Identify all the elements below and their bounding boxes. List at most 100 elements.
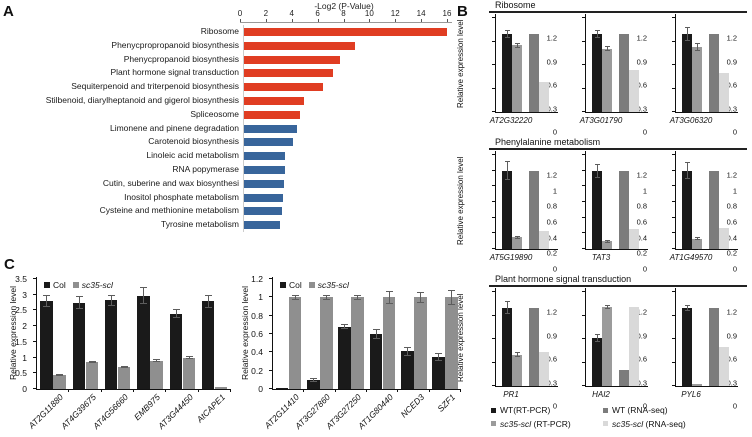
pathway-label: Linoleic acid metabolism [146, 150, 239, 161]
y-axis-tickmark [672, 385, 675, 386]
y-axis-tickmark [582, 314, 585, 316]
y-axis-tickmark [33, 340, 36, 342]
bar [619, 170, 629, 249]
error-bar [694, 43, 700, 51]
pathway-bar [244, 221, 281, 230]
y-axis-tick-label: 0.3 [546, 378, 557, 387]
bar [414, 297, 427, 389]
y-axis-tick-label: 1.2 [636, 170, 647, 180]
bar [692, 46, 702, 112]
y-axis-tick-label: 0.4 [636, 233, 647, 243]
y-axis-tick-label: 0 [732, 127, 737, 137]
plot-area [582, 14, 648, 113]
error-bar-cap [56, 373, 64, 375]
error-bar [204, 295, 212, 308]
x-axis-tick-label: 12 [390, 9, 400, 18]
y-axis-tick-label: 0.3 [726, 104, 737, 113]
bar [320, 297, 333, 389]
error-bar-cap [694, 49, 700, 51]
mini-bar-chart: 0 0.3 0.6 0.9 1.2 PYL6 [659, 288, 739, 411]
y-axis-tick-label: 0.8 [726, 201, 737, 211]
y-axis-tickmark [672, 314, 675, 316]
error-bar-cap [107, 294, 115, 296]
pathway-bar-track [243, 38, 460, 53]
error-bar-line [516, 352, 518, 358]
error-bar-cap [417, 301, 424, 303]
error-bar-cap [404, 346, 411, 348]
y-axis-tickmark [269, 333, 272, 334]
error-bar-cap [684, 162, 690, 164]
y-axis-tick-label: 1 [552, 186, 557, 196]
error-bar-line [606, 46, 608, 51]
error-bar-cap [204, 295, 212, 297]
y-axis-tickmark [33, 356, 36, 358]
pathway-bar [244, 55, 340, 64]
x-axis-tick-label: 2 [263, 9, 269, 18]
error-bar-cap [120, 365, 128, 367]
bar [502, 307, 512, 386]
pathway-bar [244, 96, 304, 105]
x-axis-tickmark [100, 389, 102, 392]
error-bar-cap [140, 286, 148, 288]
gene-label: AT3G06320 [669, 116, 713, 125]
y-axis-tick-label: 0.6 [546, 80, 557, 90]
x-axis-tickmark [366, 389, 367, 392]
error-bar-line [123, 365, 125, 369]
y-axis-tick-label: 0 [642, 401, 647, 411]
panel-c-label: C [4, 256, 15, 273]
y-axis-tickmark [492, 232, 495, 234]
mini-bar-chart: 0 0.2 0.4 0.6 0.8 1 1.2 AT5G19890 [479, 151, 559, 274]
pathway-bar [244, 179, 285, 188]
mini-bar-chart: 0 0.2 0.4 0.6 0.8 1 1.2 AT1G49570 [659, 151, 739, 274]
pathway-label: Inositol phosphate metabolism [124, 191, 239, 202]
error-bar-cap [323, 299, 330, 301]
y-axis-tickmark [33, 372, 36, 374]
pathway-label: RNA popymerase [172, 163, 239, 174]
y-axis-tick-label: 1 [732, 186, 737, 196]
bar [288, 297, 302, 389]
pathway-bar-track [243, 121, 460, 136]
y-axis-ticks: 0 0.2 0.4 0.6 0.8 1 1.2 [240, 274, 267, 394]
pathway-bar-track [243, 218, 460, 232]
y-axis-tickmark [582, 201, 585, 202]
y-axis-tickmark [582, 17, 585, 18]
bar [351, 297, 364, 389]
bar [539, 230, 549, 249]
error-bar-cap [354, 299, 362, 301]
panel-b-group-title: Plant hormone signal transduction [495, 274, 632, 284]
y-axis-tick-label: 1.5 [15, 336, 27, 347]
error-bar-cap [310, 378, 317, 380]
y-axis-tickmark [269, 388, 272, 389]
y-axis-tick-label: 0.2 [546, 248, 557, 258]
pathway-bar-track [243, 80, 460, 94]
pathway-bar-track [243, 162, 460, 177]
bar [619, 369, 629, 386]
error-bar-cap [684, 304, 690, 306]
y-axis-tick-label: 1 [642, 186, 647, 196]
error-bar-cap [140, 303, 148, 305]
legend-label: sc35-scl (RNA-seq) [612, 418, 686, 429]
y-axis-tickmark [582, 385, 585, 386]
error-bar [291, 294, 299, 301]
error-bar [514, 352, 520, 358]
y-axis-tick-label: 0.6 [726, 354, 737, 364]
bar [85, 361, 98, 389]
error-bar [354, 294, 362, 301]
error-bar [385, 290, 393, 304]
y-axis-tickmark [492, 154, 495, 155]
y-axis-tickmark [582, 169, 585, 171]
bar [502, 170, 512, 249]
panel-b-row: Plant hormone signal transduction Relativ… [455, 274, 752, 411]
y-axis-tickmark [492, 314, 495, 316]
bar [709, 33, 719, 112]
error-bar-line [357, 294, 359, 301]
x-axis-tick-label: 6 [315, 9, 320, 18]
legend-label: sc35-scl [317, 280, 349, 290]
bar [629, 228, 639, 249]
y-axis-tick-label: 1.2 [726, 307, 737, 317]
legend-item: sc35-scl (RT-PCR) [491, 419, 571, 429]
legend-label: Col [289, 280, 302, 290]
error-bar-cap [153, 359, 161, 361]
gene-label: AT3G01790 [579, 116, 623, 125]
y-axis-tick-label: 0 [552, 401, 557, 411]
